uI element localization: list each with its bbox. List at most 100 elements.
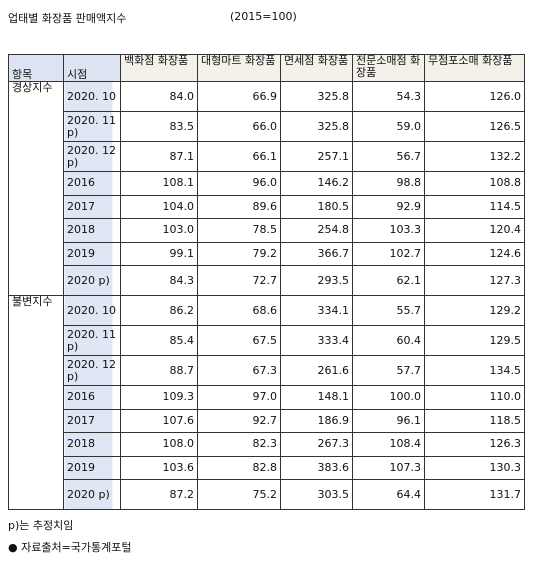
value-cell: 110.0: [424, 385, 525, 410]
value-cell: 254.8: [280, 218, 353, 243]
value-cell: 108.0: [120, 432, 198, 457]
value-cell: 107.6: [120, 408, 198, 433]
value-cell: 134.5: [424, 355, 525, 386]
time-cell: 2017: [63, 194, 121, 219]
value-cell: 146.2: [280, 171, 353, 196]
value-cell: 89.6: [197, 194, 281, 219]
value-cell: 98.8: [352, 171, 425, 196]
table-row: 2019 99.1 79.2 366.7 102.7 124.6: [9, 241, 525, 266]
value-cell: 56.7: [352, 141, 425, 172]
value-cell: 87.1: [120, 141, 198, 172]
time-cell: 2020. 12 p): [63, 141, 121, 172]
value-cell: 92.7: [197, 408, 281, 433]
value-cell: 66.0: [197, 111, 281, 142]
value-cell: 67.3: [197, 355, 281, 386]
source: ● 자료출처=국가통계포털: [8, 541, 132, 554]
column-header: 대형마트 화장품: [197, 54, 281, 82]
column-header: 무점포소매 화장품: [424, 54, 525, 82]
table-row: 불변지수 2020. 10 86.2 68.6 334.1 55.7 129.2: [8, 295, 525, 510]
column-header: 항목: [8, 54, 64, 82]
value-cell: 293.5: [280, 265, 353, 296]
value-cell: 84.0: [120, 81, 198, 112]
value-cell: 366.7: [280, 241, 353, 266]
value-cell: 88.7: [120, 355, 198, 386]
time-cell: 2020. 11 p): [63, 325, 121, 356]
value-cell: 127.3: [424, 265, 525, 296]
value-cell: 82.3: [197, 432, 281, 457]
value-cell: 303.5: [280, 479, 353, 510]
table-row: 2017 107.6 92.7 186.9 96.1 118.5: [9, 408, 525, 433]
value-cell: 72.7: [197, 265, 281, 296]
value-cell: 87.2: [120, 479, 198, 510]
data-table: 항목 시점 백화점 화장품 대형마트 화장품 면세점 화장품 전문소매점 화장품 무점포소매…: [8, 54, 525, 510]
value-cell: 114.5: [424, 194, 525, 219]
table-row: 2020 p) 87.2 75.2 303.5 64.4 131.7: [9, 479, 525, 510]
column-header: 백화점 화장품: [120, 54, 198, 82]
value-cell: 85.4: [120, 325, 198, 356]
table-row: 2020. 11 p) 85.4 67.5 333.4 60.4 129.5: [9, 325, 525, 356]
value-cell: 60.4: [352, 325, 425, 356]
value-cell: 124.6: [424, 241, 525, 266]
value-cell: 66.9: [197, 81, 281, 112]
value-cell: 186.9: [280, 408, 353, 433]
value-cell: 55.7: [352, 295, 425, 326]
value-cell: 104.0: [120, 194, 198, 219]
value-cell: 100.0: [352, 385, 425, 410]
table-row: 2020. 12 p) 88.7 67.3 261.6 57.7 134.5: [9, 355, 525, 386]
title: 업태별 화장품 판매액지수: [8, 12, 127, 25]
value-cell: 96.0: [197, 171, 281, 196]
column-header: 전문소매점 화장품: [352, 54, 425, 82]
table-row: 2020 p) 84.3 72.7 293.5 62.1 127.3: [9, 265, 525, 296]
time-cell: 2020 p): [63, 479, 121, 510]
value-cell: 108.4: [352, 432, 425, 457]
time-cell: 2018: [63, 432, 121, 457]
table-row: 2017 104.0 89.6 180.5 92.9 114.5: [9, 194, 525, 219]
value-cell: 79.2: [197, 241, 281, 266]
table-row: 2018 103.0 78.5 254.8 103.3 120.4: [9, 218, 525, 243]
value-cell: 67.5: [197, 325, 281, 356]
value-cell: 126.5: [424, 111, 525, 142]
time-cell: 2020. 10: [63, 81, 121, 112]
value-cell: 103.0: [120, 218, 198, 243]
value-cell: 126.0: [424, 81, 525, 112]
value-cell: 96.1: [352, 408, 425, 433]
value-cell: 103.3: [352, 218, 425, 243]
base-note: (2015=100): [230, 10, 297, 23]
value-cell: 84.3: [120, 265, 198, 296]
time-cell: 2020 p): [63, 265, 121, 296]
time-cell: 2018: [63, 218, 121, 243]
value-cell: 180.5: [280, 194, 353, 219]
time-cell: 2020. 10: [63, 295, 121, 326]
time-cell: 2020. 12 p): [63, 355, 121, 386]
table-row: 2020. 11 p) 83.5 66.0 325.8 59.0 126.5: [9, 111, 525, 142]
value-cell: 325.8: [280, 111, 353, 142]
value-cell: 325.8: [280, 81, 353, 112]
value-cell: 54.3: [352, 81, 425, 112]
value-cell: 108.1: [120, 171, 198, 196]
table-row: 경상지수 2020. 10 84.0 66.9 325.8 54.3 126.0: [8, 81, 525, 296]
value-cell: 148.1: [280, 385, 353, 410]
value-cell: 57.7: [352, 355, 425, 386]
time-cell: 2017: [63, 408, 121, 433]
time-cell: 2020. 11 p): [63, 111, 121, 142]
value-cell: 267.3: [280, 432, 353, 457]
value-cell: 99.1: [120, 241, 198, 266]
value-cell: 59.0: [352, 111, 425, 142]
value-cell: 131.7: [424, 479, 525, 510]
value-cell: 102.7: [352, 241, 425, 266]
column-header: 시점: [63, 54, 121, 82]
time-cell: 2016: [63, 385, 121, 410]
value-cell: 103.6: [120, 455, 198, 480]
value-cell: 82.8: [197, 455, 281, 480]
table-row: 2016 108.1 96.0 146.2 98.8 108.8: [9, 171, 525, 196]
value-cell: 107.3: [352, 455, 425, 480]
value-cell: 126.3: [424, 432, 525, 457]
value-cell: 129.5: [424, 325, 525, 356]
table-row: 2016 109.3 97.0 148.1 100.0 110.0: [9, 385, 525, 410]
value-cell: 62.1: [352, 265, 425, 296]
value-cell: 92.9: [352, 194, 425, 219]
value-cell: 75.2: [197, 479, 281, 510]
table-row: 2019 103.6 82.8 383.6 107.3 130.3: [9, 455, 525, 480]
value-cell: 261.6: [280, 355, 353, 386]
